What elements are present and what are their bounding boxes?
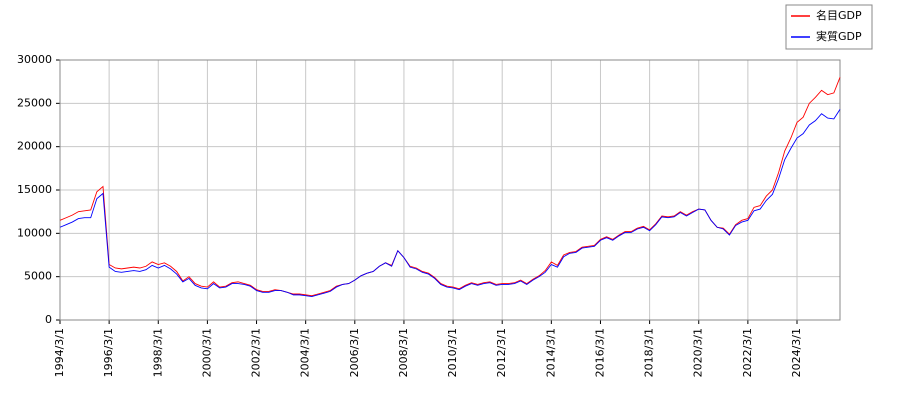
x-tick-label: 2018/3/1	[643, 328, 656, 377]
x-tick-label: 2002/3/1	[250, 328, 263, 377]
y-tick-label: 20000	[17, 140, 52, 153]
x-tick-label: 2020/3/1	[692, 328, 705, 377]
legend: 名目GDP 実質GDP	[785, 4, 873, 50]
x-tick-label: 2000/3/1	[200, 328, 213, 377]
x-tick-label: 2016/3/1	[593, 328, 606, 377]
legend-label: 実質GDP	[816, 29, 862, 43]
x-tick-label: 2012/3/1	[495, 328, 508, 377]
x-tick-label: 2006/3/1	[348, 328, 361, 377]
y-tick-label: 25000	[17, 96, 52, 109]
x-tick-label: 1998/3/1	[151, 328, 164, 377]
y-tick-label: 5000	[24, 270, 52, 283]
x-tick-label: 2010/3/1	[446, 328, 459, 377]
x-tick-label: 1994/3/1	[53, 328, 66, 377]
x-tick-label: 1996/3/1	[102, 328, 115, 377]
legend-box	[785, 4, 873, 50]
x-tick-label: 2008/3/1	[397, 328, 410, 377]
x-tick-label: 2022/3/1	[741, 328, 754, 377]
y-tick-label: 0	[45, 313, 52, 326]
x-tick-label: 2004/3/1	[299, 328, 312, 377]
y-tick-label: 10000	[17, 226, 52, 239]
plot-frame	[59, 59, 841, 321]
y-tick-label: 15000	[17, 183, 52, 196]
x-tick-label: 2014/3/1	[544, 328, 557, 377]
legend-label: 名目GDP	[816, 8, 862, 22]
series-line	[59, 109, 841, 298]
x-tick-label: 2024/3/1	[790, 328, 803, 377]
y-tick-label: 30000	[17, 53, 52, 66]
